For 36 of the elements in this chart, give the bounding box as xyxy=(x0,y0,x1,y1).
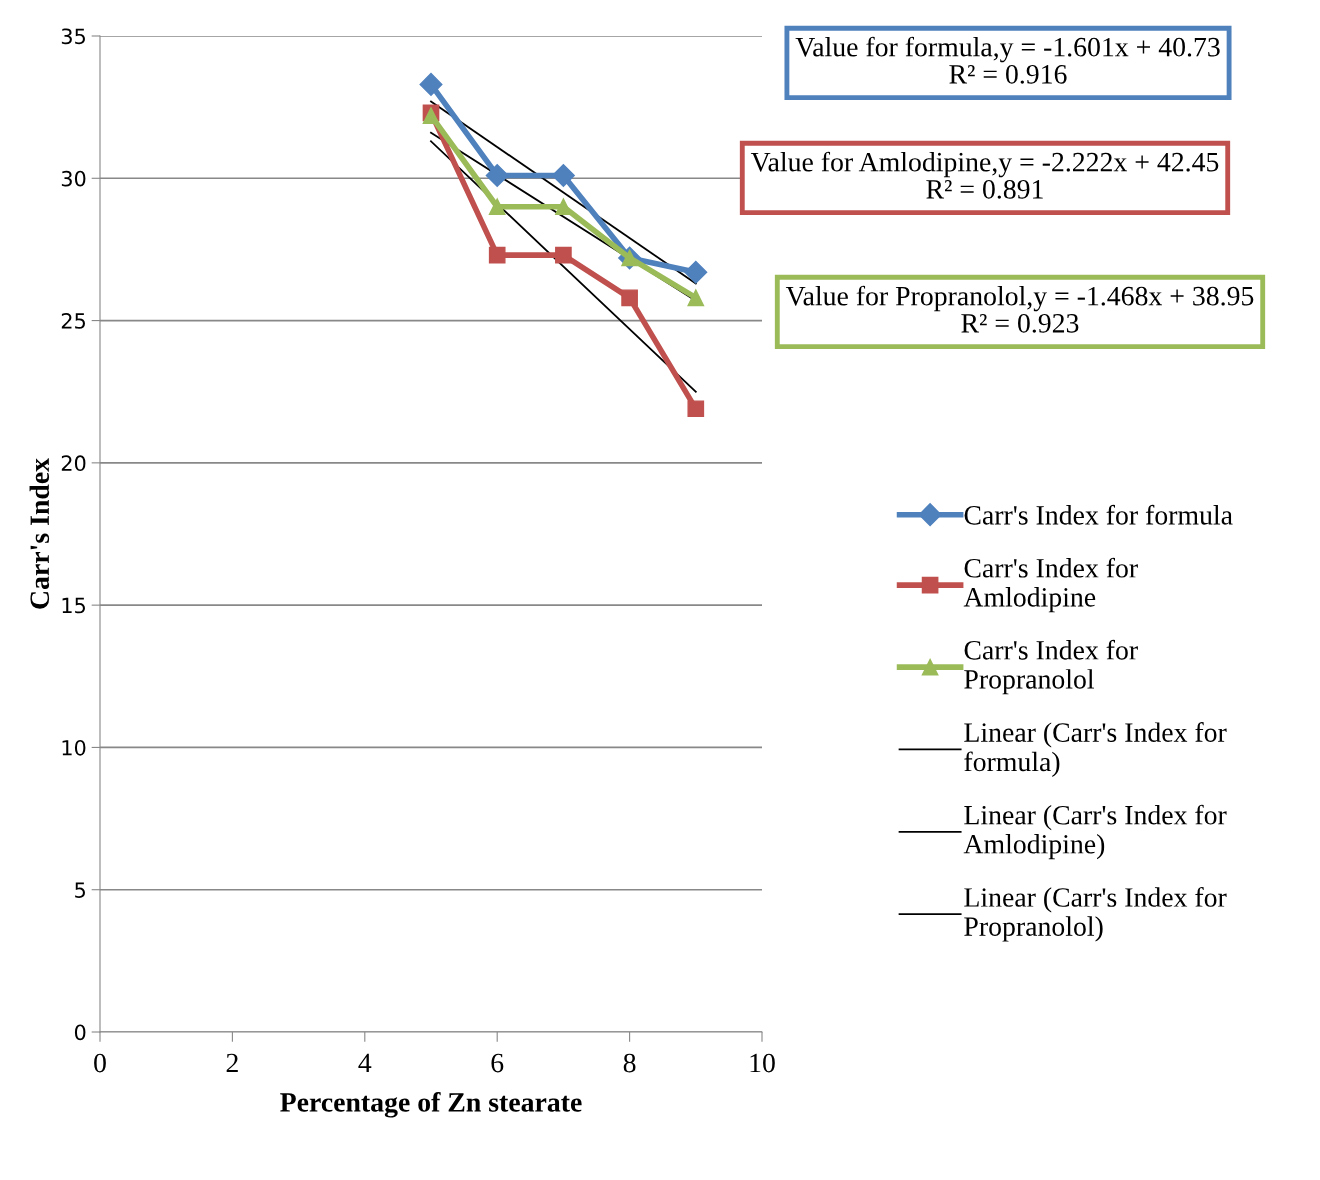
y-tick-label: 0 xyxy=(74,1024,86,1041)
point xyxy=(684,260,708,284)
point xyxy=(555,198,572,216)
point xyxy=(551,163,575,187)
point xyxy=(555,246,572,264)
x-tick-label: 6 xyxy=(491,1053,504,1073)
legend-label: Carr's Index for formula xyxy=(964,504,1233,525)
y-tick-label: 10 xyxy=(62,739,86,756)
y-tick-label: 25 xyxy=(61,313,85,329)
legend-label: Carr's Index for Propranolol xyxy=(964,639,1138,695)
y-axis-title: Carr's Index xyxy=(29,458,50,609)
point xyxy=(419,72,443,96)
y-tick-label: 30 xyxy=(61,170,86,187)
x-tick-label: 0 xyxy=(94,1053,106,1073)
point xyxy=(488,198,506,216)
text: Value for Propranolol,y = -1.468x + 38.95 R² = 0.923 xyxy=(785,285,1254,333)
legend-label: Linear (Carr's Index for Propranolol) xyxy=(964,887,1227,942)
y-tick-label: 5 xyxy=(75,882,85,898)
y-tick-label: 35 xyxy=(61,28,85,45)
text: Value for formula,y = -1.601x + 40.73 R² = 0.916 xyxy=(795,36,1220,84)
point xyxy=(488,246,506,264)
x-tick-label: 2 xyxy=(226,1053,238,1073)
x-axis-title: Percentage of Zn stearate xyxy=(280,1091,582,1118)
point xyxy=(687,400,705,418)
point xyxy=(687,289,705,307)
y-tick-label: 20 xyxy=(61,455,86,472)
y-tick-label: 15 xyxy=(62,597,85,614)
point xyxy=(621,289,638,307)
legend-label: Linear (Carr's Index for formula) xyxy=(964,722,1227,777)
legend-label: Linear (Carr's Index for Amlodipine) xyxy=(963,804,1227,860)
x-tick-label: 8 xyxy=(623,1053,636,1073)
legend-label: Carr's Index for Amlodipine xyxy=(963,557,1138,613)
annotation: Value for Amlodipine,y = -2.222x + 42.45 R² = 0.891 xyxy=(750,151,1219,199)
point xyxy=(485,163,509,187)
x-tick-label: 10 xyxy=(750,1053,775,1073)
x-tick-label: 4 xyxy=(358,1053,372,1073)
